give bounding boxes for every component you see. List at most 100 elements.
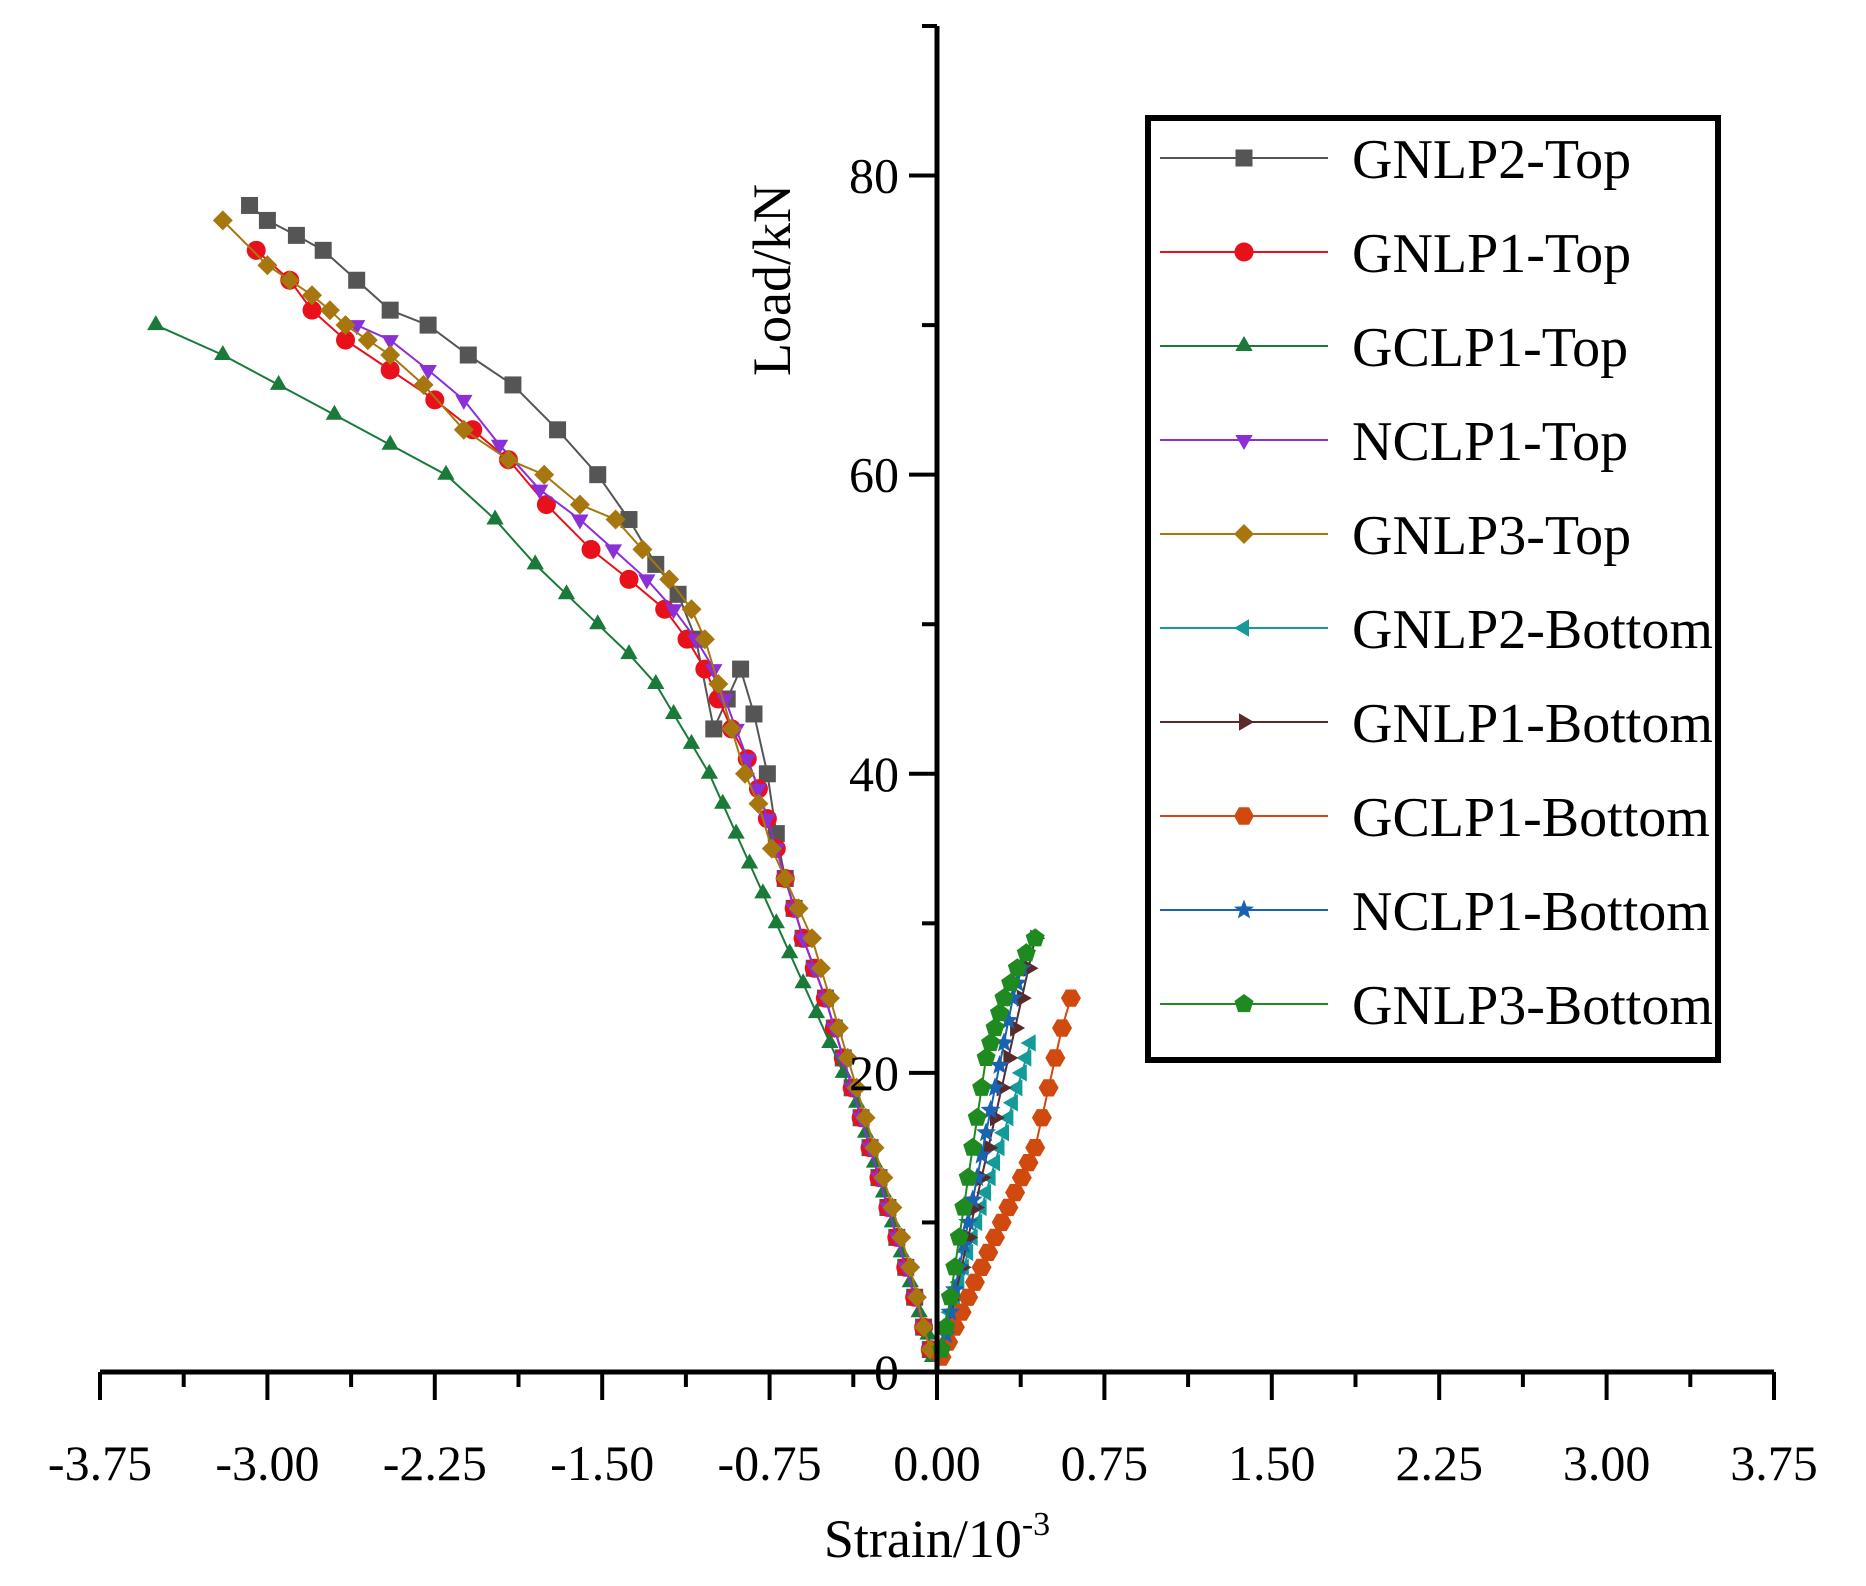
data-point-nclp1-bottom	[1002, 987, 1023, 1007]
data-point-gnlp2-top	[459, 346, 477, 364]
legend-label-nclp1-top: NCLP1-Top	[1352, 411, 1628, 473]
data-point-gclp1-top	[740, 853, 759, 869]
data-point-nclp1-bottom	[962, 1189, 983, 1209]
data-point-nclp1-top	[638, 574, 656, 590]
data-point-gnlp3-top	[788, 898, 809, 919]
data-point-gclp1-bottom	[1011, 1168, 1032, 1187]
data-point-gnlp3-bottom	[1001, 973, 1021, 992]
legend-marker-gnlp3-top	[1234, 524, 1254, 544]
data-point-gnlp3-bottom	[945, 1257, 965, 1276]
data-point-gnlp3-top	[775, 868, 796, 889]
data-point-gnlp3-top	[846, 1077, 867, 1098]
legend-marker-gnlp1-top	[1234, 242, 1254, 262]
x-tick-label: -2.25	[383, 1435, 487, 1491]
data-point-gnlp1-bottom	[1023, 959, 1039, 977]
legend-item-nclp1-top: NCLP1-Top	[1160, 411, 1628, 473]
data-point-gnlp2-top	[549, 421, 567, 439]
legend-marker-gclp1-top	[1235, 336, 1253, 351]
data-point-gnlp2-bottom	[994, 1124, 1009, 1142]
data-point-gclp1-top	[647, 674, 665, 689]
data-point-gnlp2-top	[258, 211, 276, 229]
y-ticks: 0 20 40 60 80	[849, 24, 937, 1400]
data-point-gnlp3-top	[212, 210, 233, 231]
data-point-gclp1-top	[754, 883, 772, 899]
data-point-nclp1-bottom	[940, 1301, 961, 1321]
legend-box	[1145, 115, 1721, 1063]
data-point-gnlp1-top	[425, 390, 445, 410]
data-point-nclp1-bottom	[989, 1054, 1010, 1074]
data-point-gnlp2-top	[419, 316, 437, 334]
data-point-gclp1-top	[794, 973, 812, 989]
data-point-gclp1-bottom	[1031, 1109, 1052, 1127]
data-point-gnlp3-top	[413, 374, 434, 395]
x-tick-label: -0.75	[718, 1435, 822, 1491]
legend-item-gclp1-top: GCLP1-Top	[1160, 317, 1628, 379]
data-point-gclp1-top	[214, 345, 232, 360]
x-axis-title-superscript: -3	[1022, 1506, 1050, 1543]
data-point-gnlp3-top	[302, 285, 322, 306]
data-point-gnlp1-top	[536, 495, 556, 515]
data-point-gclp1-bottom	[1052, 1019, 1072, 1037]
series-gnlp2-top	[241, 196, 939, 1359]
data-point-nclp1-bottom	[994, 1032, 1014, 1052]
x-tick-label: 3.75	[1730, 1435, 1818, 1491]
data-point-gnlp3-bottom	[967, 1107, 987, 1126]
series-gnlp3-bottom	[932, 928, 1045, 1358]
data-point-gnlp3-bottom	[972, 1077, 992, 1096]
data-point-gnlp1-top	[619, 569, 639, 589]
data-point-gnlp1-top	[581, 539, 601, 559]
axes: -3.75 -3.00 -2.25 -1.50 -0.75 0.00 0.75 1.50 2.2…	[48, 24, 1818, 1491]
y-tick-label: 0	[874, 1344, 899, 1400]
data-point-gnlp3-top	[380, 345, 401, 365]
legend-marker-nclp1-bottom	[1234, 899, 1254, 919]
legend-label-gnlp1-top: GNLP1-Top	[1352, 223, 1631, 285]
data-point-gclp1-top	[325, 404, 343, 420]
data-point-gclp1-bottom	[985, 1228, 1005, 1247]
legend-label-gnlp3-bottom: GNLP3-Bottom	[1352, 975, 1713, 1037]
data-point-gnlp3-top	[357, 330, 378, 351]
legend-marker-gnlp1-bottom	[1239, 713, 1254, 731]
legend-marker-gnlp3-bottom	[1234, 994, 1254, 1013]
data-point-gnlp3-top	[906, 1287, 927, 1308]
data-point-nclp1-bottom	[958, 1211, 979, 1231]
data-point-gnlp3-top	[819, 988, 840, 1009]
data-point-nclp1-top	[381, 335, 399, 351]
data-point-gnlp2-top	[732, 660, 750, 678]
data-point-gclp1-top	[620, 644, 638, 660]
legend-item-gnlp1-top: GNLP1-Top	[1160, 223, 1631, 285]
data-point-nclp1-bottom	[967, 1167, 988, 1187]
data-point-gclp1-bottom	[1025, 1139, 1046, 1157]
data-point-gnlp3-bottom	[949, 1227, 969, 1246]
data-point-nclp1-bottom	[998, 1010, 1019, 1029]
data-point-gnlp3-top	[453, 419, 474, 440]
data-point-gnlp3-top	[761, 838, 782, 859]
data-point-gnlp3-top	[810, 958, 831, 979]
legend-label-gnlp3-top: GNLP3-Top	[1352, 505, 1631, 567]
data-point-gclp1-bottom	[998, 1198, 1019, 1217]
data-point-gnlp1-bottom	[1016, 989, 1032, 1007]
x-tick-label: -1.50	[550, 1435, 654, 1491]
data-point-gclp1-top	[437, 464, 455, 480]
x-tick-label: -3.00	[215, 1435, 319, 1491]
data-point-gclp1-top	[665, 704, 683, 719]
legend-label-gclp1-top: GCLP1-Top	[1352, 317, 1628, 379]
data-point-gnlp1-top	[336, 330, 356, 350]
data-point-gnlp3-top	[855, 1107, 876, 1128]
legend-marker-gnlp2-bottom	[1234, 619, 1249, 637]
legend-label-gclp1-bottom: GCLP1-Bottom	[1352, 787, 1710, 849]
data-point-gclp1-bottom	[958, 1288, 979, 1306]
data-point-gnlp3-top	[882, 1197, 903, 1218]
legend-item-nclp1-bottom: NCLP1-Bottom	[1160, 881, 1710, 943]
data-point-gnlp3-top	[534, 464, 555, 485]
data-point-gclp1-top	[269, 374, 288, 390]
data-point-gclp1-top	[727, 823, 745, 839]
data-point-nclp1-top	[455, 394, 473, 410]
x-ticks: -3.75 -3.00 -2.25 -1.50 -0.75 0.00 0.75 1.50 2.2…	[48, 1372, 1818, 1491]
legend-item-gnlp3-bottom: GNLP3-Bottom	[1160, 975, 1713, 1037]
data-point-gnlp3-bottom	[958, 1167, 978, 1186]
legend-label-gnlp2-bottom: GNLP2-Bottom	[1352, 599, 1713, 661]
data-point-nclp1-top	[716, 694, 734, 709]
x-tick-label: 0.75	[1061, 1435, 1149, 1491]
y-tick-label: 80	[849, 148, 899, 204]
x-tick-label: 3.00	[1563, 1435, 1651, 1491]
